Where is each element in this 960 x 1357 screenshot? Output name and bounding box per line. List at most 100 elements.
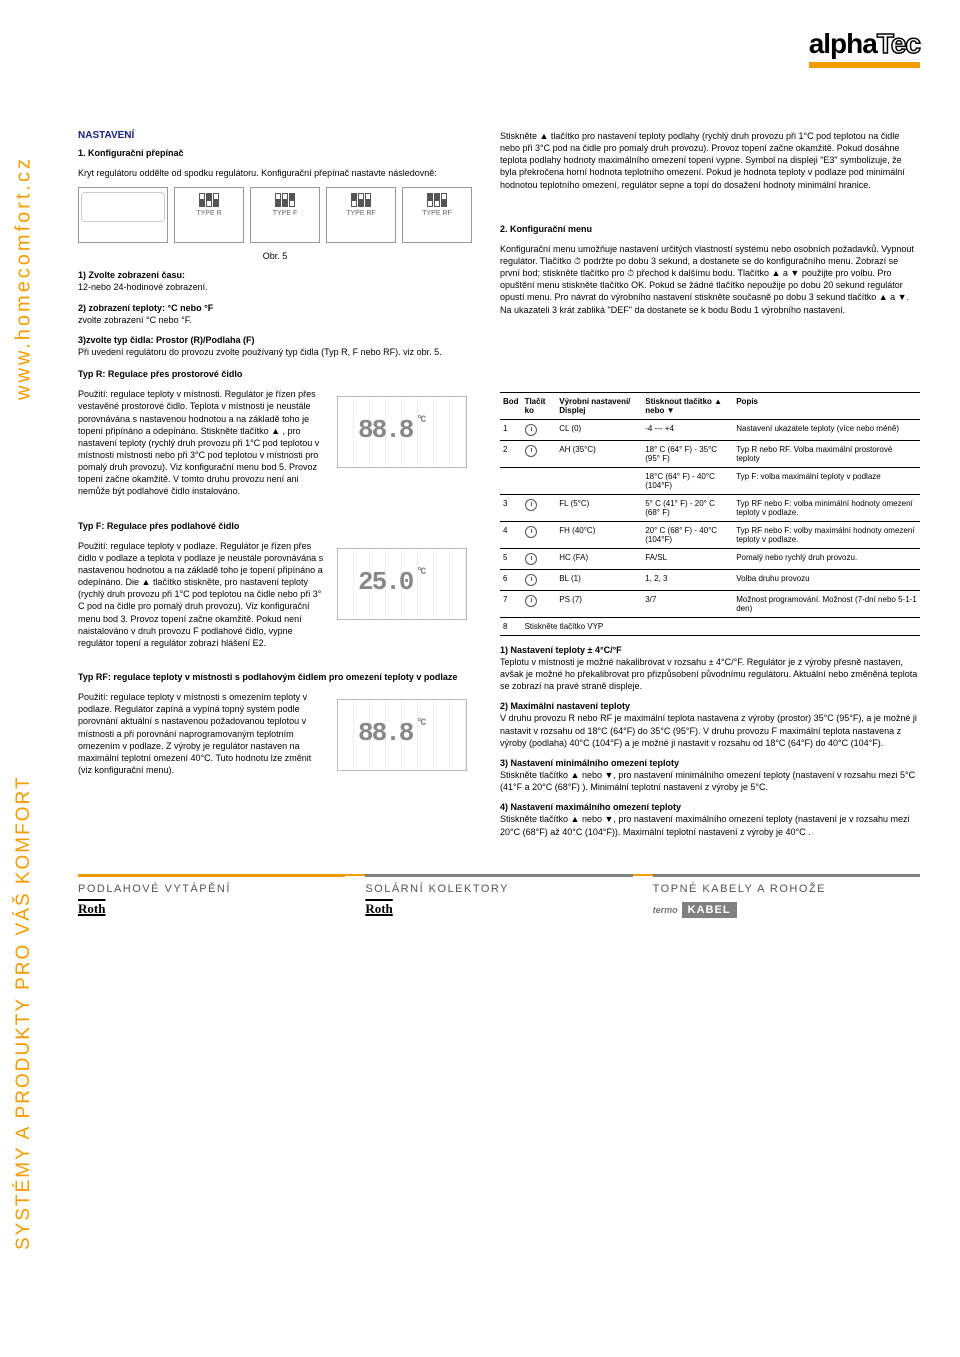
typeF-p: Použití: regulace teploty v podlaze. Reg… — [78, 540, 325, 649]
footer-logo: termoKABEL — [653, 901, 920, 918]
table-row: 1CL (0)-4 --- +4Nastavení ukazatele tepl… — [500, 419, 920, 440]
table-row: 4 FH (40°C)20° C (68° F) - 40°C (104°F)Ty… — [500, 521, 920, 548]
table-row: 18°C (64° F) - 40°C (104°F)Typ F: volba … — [500, 467, 920, 494]
table-cell: 8 — [500, 617, 522, 635]
table-cell: AH (35°C) — [556, 440, 642, 467]
typeRF-title: Typ RF: regulace teploty v místnosti s p… — [78, 671, 472, 683]
typeR-title: Typ R: Regulace přes prostorové čidlo — [78, 368, 472, 380]
type-label: TYPE RF — [422, 210, 452, 217]
n4-p: Stiskněte tlačítko ▲ nebo ▼, pro nastave… — [500, 814, 910, 836]
table-cell: CL (0) — [556, 419, 642, 440]
footer-col: TOPNÉ KABELY A ROHOŽE termoKABEL — [653, 874, 920, 918]
table-cell: 18°C (64° F) - 40°C (104°F) — [642, 467, 733, 494]
step2-p: zvolte zobrazení °C nebo °F. — [78, 315, 192, 325]
type-label: TYPE F — [273, 210, 298, 217]
table-cell — [522, 548, 557, 569]
table-row: 5 HC (FA)FA/SLPomalý nebo rychlý druh pro… — [500, 548, 920, 569]
table-cell: FL (5°C) — [556, 494, 642, 521]
right-intro: Stiskněte ▲ tlačítko pro nastavení teplo… — [500, 130, 920, 191]
table-cell: Typ R nebo RF. Volba maximální prostorov… — [733, 440, 920, 467]
table-cell: 1, 2, 3 — [642, 569, 733, 590]
step3-p: Při uvedení regulátoru do provozu zvolte… — [78, 347, 442, 357]
table-cell — [522, 494, 557, 521]
table-cell: Možnost programování. Možnost (7-dní neb… — [733, 590, 920, 617]
table-cell: 4 — [500, 521, 522, 548]
config-table: Bod Tlačít ko Výrobní nastavení/ Displej… — [500, 392, 920, 636]
display-fig-f: 25.0 — [337, 548, 467, 620]
display-fig-rf: 88.8 — [337, 699, 467, 771]
table-cell: 6 — [500, 569, 522, 590]
table-cell: 7 — [500, 590, 522, 617]
footer-logo: Roth — [365, 901, 632, 917]
table-row: 7 PS (7)3/7Možnost programování. Možnost … — [500, 590, 920, 617]
dipswitch-figure: TYPE R TYPE F TYPE RF TYPE RF — [78, 187, 472, 243]
table-cell: Pomalý nebo rychlý druh provozu. — [733, 548, 920, 569]
footer-title: TOPNÉ KABELY A ROHOŽE — [653, 883, 920, 895]
side-rail: www.homecomfort.cz SYSTÉMY A PRODUKTY PR… — [0, 0, 48, 1357]
table-cell — [556, 467, 642, 494]
table-cell: Typ RF nebo F: volby maximální hodnoty o… — [733, 521, 920, 548]
n2-p: V druhu provozu R nebo RF je maximální t… — [500, 713, 917, 747]
table-row: 3FL (5°C)5° C (41° F) - 20° C (68° F)Typ… — [500, 494, 920, 521]
th: Výrobní nastavení/ Displej — [556, 392, 642, 419]
table-cell: FH (40°C) — [556, 521, 642, 548]
table-cell: BL (1) — [556, 569, 642, 590]
table-cell: PS (7) — [556, 590, 642, 617]
content: alphaTec NASTAVENÍ 1. Konfigurační přepí… — [48, 0, 960, 1357]
site-url: www.homecomfort.cz — [13, 40, 36, 400]
main-title: NASTAVENÍ — [78, 130, 472, 141]
brand-a: alpha — [809, 28, 877, 59]
s1-title: 1. Konfigurační přepínač — [78, 148, 184, 158]
step1b: 12-nebo 24-hodinové zobrazení. — [78, 282, 208, 292]
table-cell: FA/SL — [642, 548, 733, 569]
display-fig-r: 88.8 — [337, 396, 467, 468]
n1-t: 1) Nastavení teploty ± 4°C/°F — [500, 645, 622, 655]
table-cell: 5° C (41° F) - 20° C (68° F) — [642, 494, 733, 521]
type-label: TYPE RF — [346, 210, 376, 217]
table-cell: -4 --- +4 — [642, 419, 733, 440]
table-cell: 2 — [500, 440, 522, 467]
table-row: 8Stiskněte tlačítko VYP — [500, 617, 920, 635]
footer-col: SOLÁRNÍ KOLEKTORY Roth — [365, 874, 632, 918]
brand-b: Tec — [877, 28, 920, 59]
footer-col: PODLAHOVÉ VYTÁPĚNÍ Roth — [78, 874, 345, 918]
table-cell: 18° C (64° F) - 35°C (95° F) — [642, 440, 733, 467]
table-cell: Typ F: volba maximální teploty v podlaze — [733, 467, 920, 494]
table-cell — [522, 521, 557, 548]
s1-p1: Kryt regulátoru oddělte od spodku regulá… — [78, 167, 472, 179]
step1: 1) Zvolte zobrazení času: — [78, 270, 185, 280]
table-cell — [522, 419, 557, 440]
th: Stisknout tlačítko ▲ nebo ▼ — [642, 392, 733, 419]
brand-bar — [809, 62, 920, 68]
step3-label: 3)zvolte typ čidla: Prostor (R)/Podlaha … — [78, 335, 255, 345]
th: Popis — [733, 392, 920, 419]
table-cell: Volba druhu provozu — [733, 569, 920, 590]
typeR-p: Použití: regulace teploty v místnosti. R… — [78, 388, 325, 497]
table-cell: 20° C (68° F) - 40°C (104°F) — [642, 521, 733, 548]
table-cell: Nastavení ukazatele teploty (více nebo m… — [733, 419, 920, 440]
th: Tlačít ko — [522, 392, 557, 419]
table-cell: HC (FA) — [556, 548, 642, 569]
footer-title: SOLÁRNÍ KOLEKTORY — [365, 883, 632, 895]
step2-label: 2) zobrazení teploty: °C nebo °F — [78, 303, 213, 313]
table-cell: 5 — [500, 548, 522, 569]
fig-caption: Obr. 5 — [78, 251, 472, 261]
table-cell: Stiskněte tlačítko VYP — [522, 617, 920, 635]
n4-t: 4) Nastavení maximálního omezení teploty — [500, 802, 681, 812]
th: Bod — [500, 392, 522, 419]
typeRF-p: Použití: regulace teploty v místnosti s … — [78, 691, 325, 776]
table-cell: Typ RF nebo F: volba minimální hodnoty o… — [733, 494, 920, 521]
footer-logo: Roth — [78, 901, 345, 917]
table-cell — [522, 569, 557, 590]
table-cell — [522, 440, 557, 467]
table-row: 6 BL (1)1, 2, 3Volba druhu provozu — [500, 569, 920, 590]
n2-t: 2) Maximální nastavení teploty — [500, 701, 630, 711]
table-cell — [522, 590, 557, 617]
typeF-title: Typ F: Regulace přes podlahové čidlo — [78, 520, 472, 532]
table-cell — [522, 467, 557, 494]
table-cell: 3/7 — [642, 590, 733, 617]
menu-p: Konfigurační menu umožňuje nastavení urč… — [500, 243, 920, 316]
table-row: 2 AH (35°C)18° C (64° F) - 35°C (95° F)Ty… — [500, 440, 920, 467]
footer: PODLAHOVÉ VYTÁPĚNÍ Roth SOLÁRNÍ KOLEKTOR… — [78, 874, 920, 918]
n3-p: Stiskněte tlačítko ▲ nebo ▼, pro nastave… — [500, 770, 915, 792]
